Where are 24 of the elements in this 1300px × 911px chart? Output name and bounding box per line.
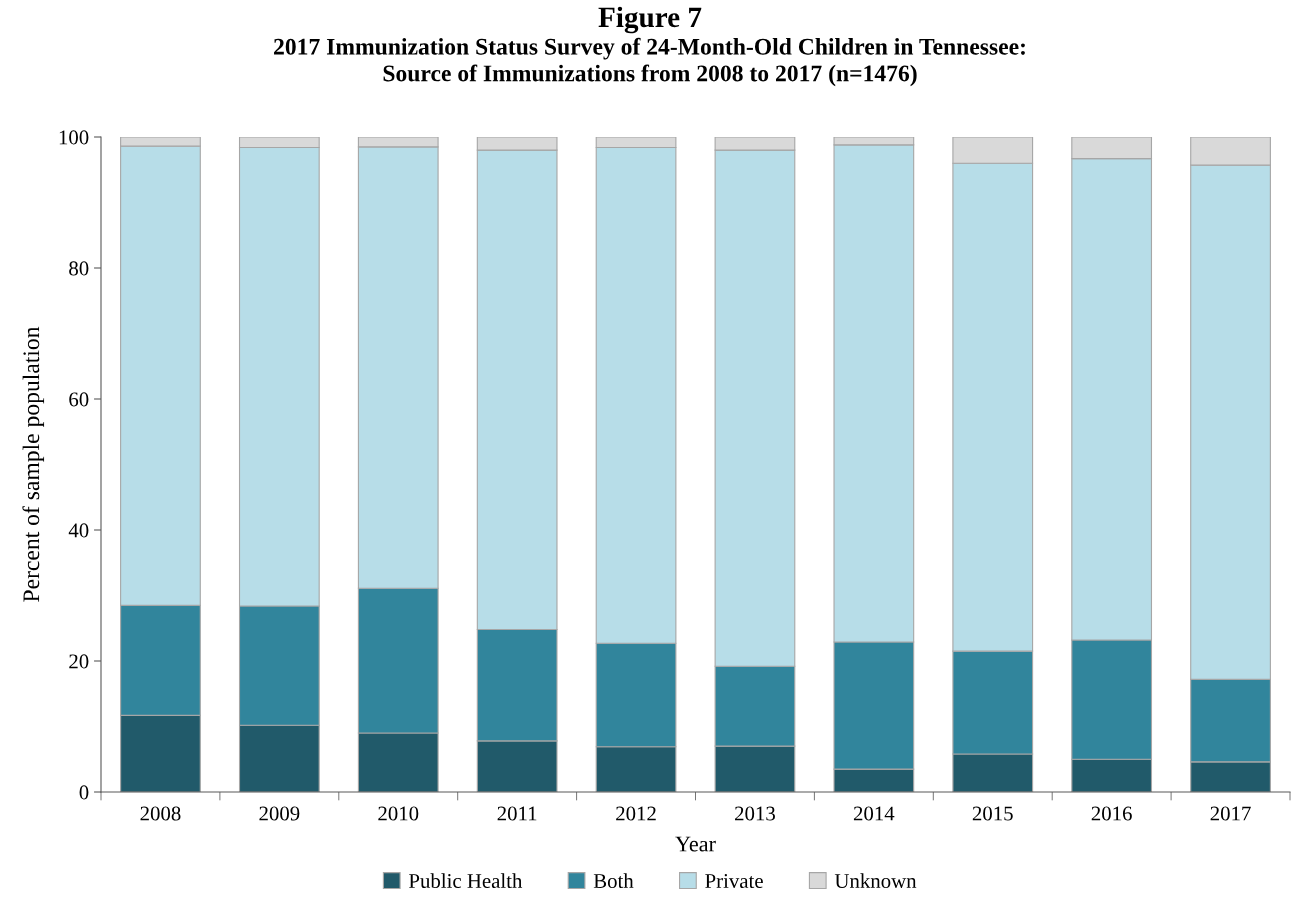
x-tick-label: 2008 — [140, 806, 181, 821]
legend-label: Public Health — [409, 873, 523, 889]
x-tick-label: 2009 — [259, 806, 300, 821]
y-tick-label: 100 — [59, 130, 89, 145]
y-tick-label: 20 — [69, 654, 89, 669]
chart-title: Figure 7 — [598, 6, 702, 34]
y-tick-label: 60 — [69, 392, 89, 407]
x-tick-label: 2016 — [1091, 806, 1132, 821]
x-tick-label: 2010 — [378, 806, 419, 821]
x-tick-label: 2017 — [1210, 806, 1251, 821]
x-tick-label: 2015 — [972, 806, 1013, 821]
x-tick-label: 2012 — [616, 806, 656, 821]
legend-label: Unknown — [834, 873, 917, 889]
y-tick-label: 40 — [68, 523, 89, 538]
x-tick-label: 2013 — [735, 806, 775, 821]
y-axis-title: Percent of sample population — [22, 326, 45, 602]
chart-subtitle: 2017 Immunization Status Survey of 24-Month-Old Children in Tennessee: Source of Immunizations from 2008 to 2017 (n=1476) — [274, 37, 1025, 87]
y-tick-label: 80 — [69, 261, 89, 276]
legend-label: Both — [593, 873, 634, 889]
legend-label: Private — [705, 874, 763, 889]
y-tick-label: 0 — [79, 785, 89, 800]
x-axis-title: Year — [675, 836, 716, 852]
x-tick-label: 2014 — [853, 806, 895, 821]
x-tick-label: 2011 — [497, 806, 537, 821]
